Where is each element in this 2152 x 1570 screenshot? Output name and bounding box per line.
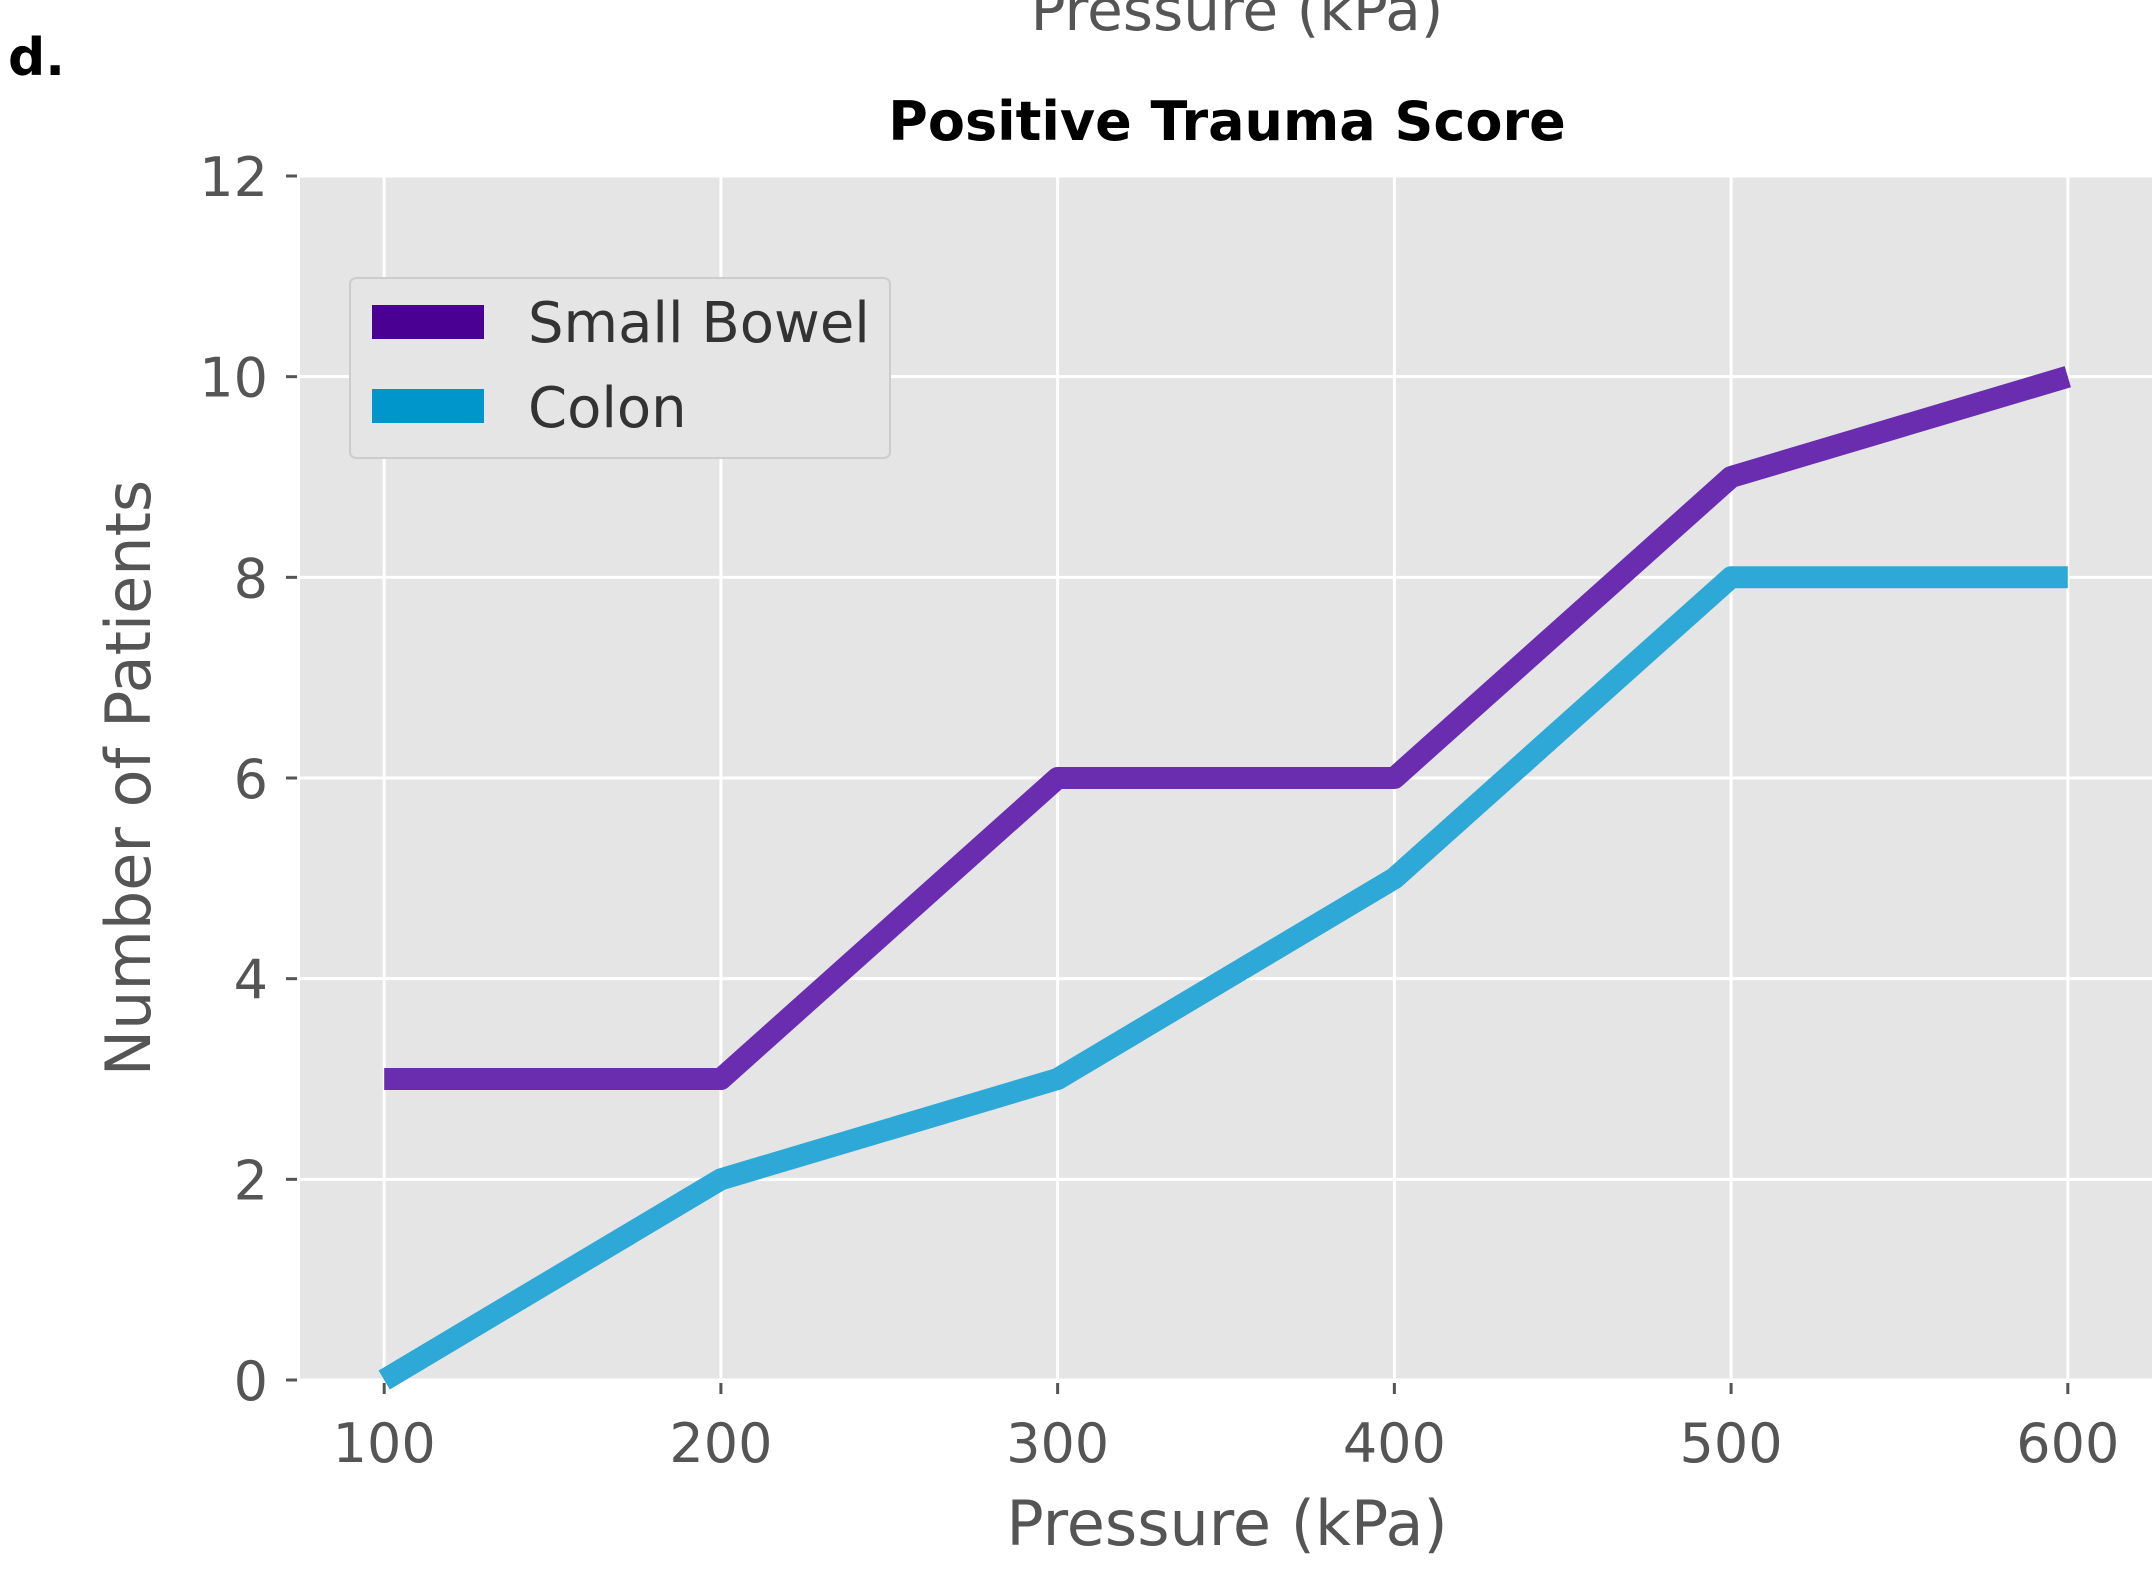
x-tick-label: 400 [1343,1412,1446,1475]
legend: Small Bowel Colon [349,277,891,459]
cropped-top-axis-label: Pressure (kPa) [1031,0,1444,44]
series-line-small-bowel [384,366,2071,1090]
x-tick-label: 100 [333,1412,436,1475]
x-tick-label: 300 [1006,1412,1109,1475]
y-tick-label: 8 [234,547,268,610]
y-tick-label: 12 [199,146,268,209]
legend-label-colon: Colon [528,376,687,441]
x-tick-label: 500 [1680,1412,1783,1475]
y-tick-label: 6 [234,748,268,811]
panel-label: d. [8,28,65,88]
x-axis-ticks: 100 200 300 400 500 600 [333,1383,2119,1475]
y-tick-label: 0 [234,1350,268,1413]
y-axis-ticks: 0 2 4 6 8 10 12 [199,146,297,1413]
series-lines [378,366,2071,1390]
y-tick-label: 4 [234,949,268,1012]
x-tick-label: 600 [2016,1412,2119,1475]
y-tick-label: 10 [199,347,268,410]
legend-label-small-bowel: Small Bowel [528,291,870,356]
chart-title: Positive Trauma Score [888,90,1565,153]
series-line-colon [378,566,2068,1390]
y-tick-label: 2 [234,1149,268,1212]
legend-box [349,277,891,459]
x-tick-label: 200 [669,1412,772,1475]
legend-swatch-small-bowel [372,305,484,339]
y-axis-label: Number of Patients [92,480,165,1076]
x-axis-label: Pressure (kPa) [1006,1487,1447,1560]
legend-swatch-colon [372,389,484,423]
